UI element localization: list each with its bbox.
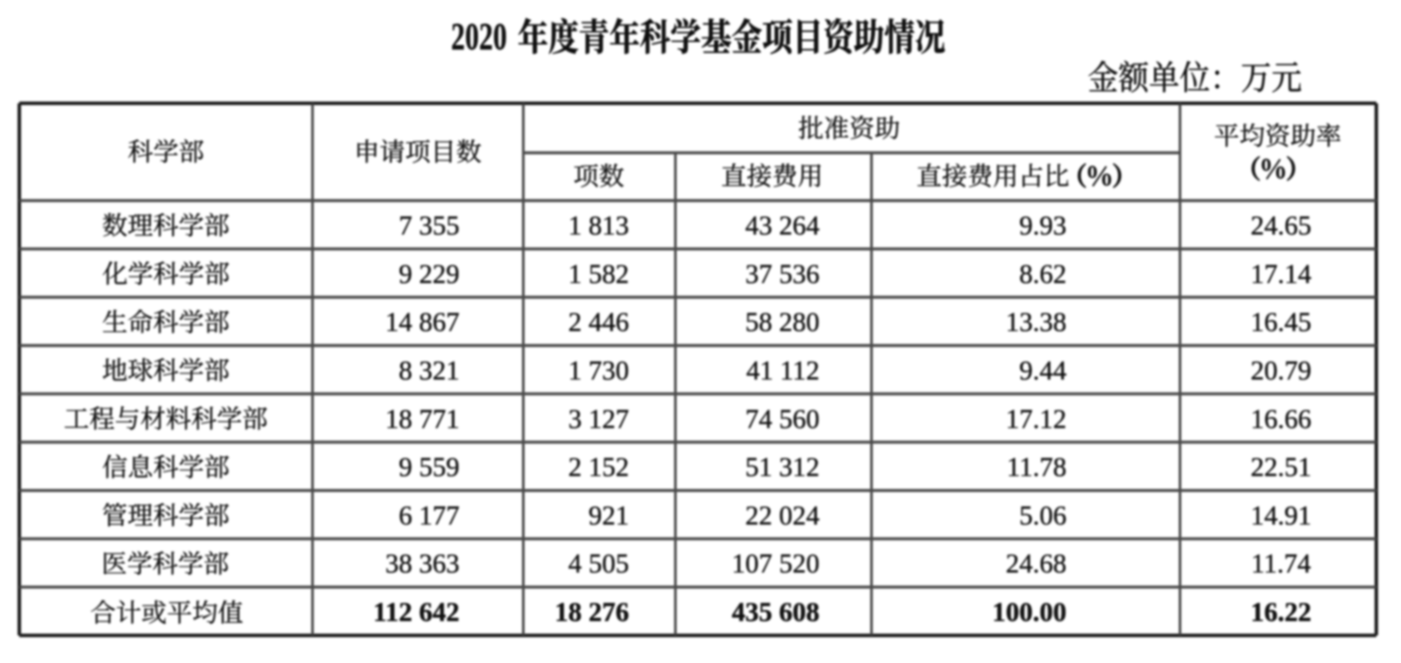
svg-text:18 276: 18 276: [555, 597, 629, 627]
svg-text:9 229: 9 229: [399, 259, 460, 289]
svg-text:22.51: 22.51: [1251, 452, 1312, 482]
svg-text:9 559: 9 559: [399, 452, 460, 482]
svg-text:74 560: 74 560: [745, 404, 819, 434]
svg-text:921: 921: [589, 500, 630, 530]
svg-text:14.91: 14.91: [1251, 500, 1312, 530]
svg-text:435 608: 435 608: [732, 597, 820, 627]
svg-text:1 813: 1 813: [568, 211, 629, 241]
svg-text:38 363: 38 363: [385, 549, 459, 579]
svg-text:41 112: 41 112: [746, 355, 819, 385]
svg-text:8 321: 8 321: [399, 355, 460, 385]
svg-text:2020: 2020: [451, 16, 507, 59]
svg-text:2 446: 2 446: [568, 307, 629, 337]
svg-text:1 582: 1 582: [568, 259, 629, 289]
svg-text:14 867: 14 867: [385, 307, 459, 337]
svg-text:17.12: 17.12: [1006, 404, 1067, 434]
svg-text:13.38: 13.38: [1006, 307, 1067, 337]
svg-text:24.68: 24.68: [1006, 549, 1067, 579]
svg-text:58 280: 58 280: [745, 307, 819, 337]
svg-text:37 536: 37 536: [745, 259, 819, 289]
svg-text:100.00: 100.00: [992, 597, 1066, 627]
svg-text:24.65: 24.65: [1251, 211, 1312, 241]
svg-text:5.06: 5.06: [1019, 500, 1066, 530]
svg-text:16.45: 16.45: [1251, 307, 1312, 337]
svg-text:6 177: 6 177: [399, 500, 460, 530]
svg-text:43 264: 43 264: [745, 211, 820, 241]
svg-text:9.93: 9.93: [1019, 211, 1066, 241]
svg-text:51 312: 51 312: [745, 452, 819, 482]
svg-text:4 505: 4 505: [568, 549, 629, 579]
svg-text:107 520: 107 520: [732, 549, 820, 579]
svg-text:9.44: 9.44: [1019, 355, 1067, 385]
svg-text:22 024: 22 024: [745, 500, 820, 530]
svg-text:2 152: 2 152: [568, 452, 629, 482]
svg-text:11.74: 11.74: [1251, 549, 1311, 579]
svg-text:16.22: 16.22: [1251, 597, 1312, 627]
svg-text:112 642: 112 642: [373, 597, 459, 627]
svg-text:1 730: 1 730: [568, 355, 629, 385]
svg-text:20.79: 20.79: [1251, 355, 1312, 385]
svg-text:11.78: 11.78: [1007, 452, 1067, 482]
svg-text:18 771: 18 771: [385, 404, 459, 434]
svg-text:17.14: 17.14: [1251, 259, 1312, 289]
svg-text:7 355: 7 355: [399, 211, 460, 241]
svg-text:16.66: 16.66: [1251, 404, 1312, 434]
svg-text:3 127: 3 127: [568, 404, 629, 434]
svg-text:8.62: 8.62: [1019, 259, 1066, 289]
